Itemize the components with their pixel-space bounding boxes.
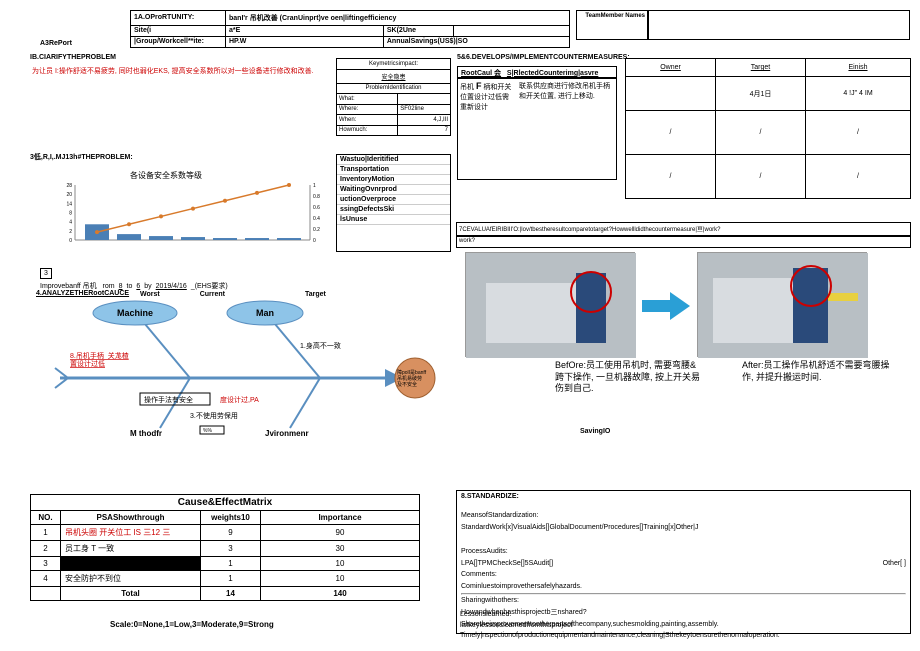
svg-text:1: 1 [313,183,316,189]
svg-text:操作手法有安全: 操作手法有安全 [144,395,193,404]
svg-text:0.8: 0.8 [313,194,320,200]
svg-text:M thodfr: M thodfr [130,429,162,438]
svg-text:置设计过低: 置设计过低 [70,359,105,368]
section-7: 7CEVALUAfEIRIBIII'O:|lov/tbestheresultco… [456,222,911,236]
key-metrics-table: Keymetricsimpact: 安全隐患 ProblemIdentifica… [336,58,451,136]
scale-legend: Scale:0=None,1=Low,3=Moderate,9=Strong [110,620,274,629]
saving-io: SavingIO [580,428,610,435]
header-table: 1A.OProRTUNITY:banI'r 吊机改善 (CranUinprt)v… [130,10,570,48]
before-photo [465,252,635,357]
after-photo [697,252,867,357]
waste-identified: Wastuo|IderitifiedTransportationInventor… [336,154,451,252]
team-members-label: TeamMember Names [576,10,648,40]
section-3-title: 3低,R,I,.MJ13h#THEPROBLEM: [30,152,133,162]
svg-text:28: 28 [66,183,72,189]
svg-text:障polI是banff: 障polI是banff [397,369,427,376]
section-4-title: 4.ANALYZETHERootCAUCE [36,290,129,297]
svg-text:8.吊机手柄_关尨楂: 8.吊机手柄_关尨楂 [70,351,129,360]
svg-text:8: 8 [69,211,72,217]
owner-target-table: OwnerTargetEinish 4月1日4 !J" 4 IM /// /// [625,58,911,199]
svg-text:4: 4 [69,220,72,226]
section-9-body: Lessonslearned: listkeylessonslearnedfro… [456,608,911,644]
safety-chart: 0 2 4 8 14 20 28 0 0.2 0.4 0.6 0.8 1 [50,180,330,250]
svg-text:0.4: 0.4 [313,216,320,222]
svg-text:0: 0 [313,238,316,244]
svg-text:1.身高不一致: 1.身高不一致 [300,341,341,350]
cause-effect-matrix: Cause&EffectMatrix NO.PSAShowthroughweig… [30,494,420,601]
after-text: After:员工操作吊机舒适不需要弯腰操作, 并提升搬运时间. [742,360,892,383]
section-8-title: 8.STANDARDIZE: [456,490,911,508]
fishbone-diagram: Machine Man 8.吊机手柄_关尨楂 置设计过低 1.身高不一致 操作手… [40,298,440,438]
svg-text:度设计过,PA: 度设计过,PA [220,395,259,404]
rootcause-header: RootCaul 会 S|RlectedCounterimg|asvre [457,66,617,78]
svg-text:吊机易破劳: 吊机易破劳 [397,375,422,382]
svg-text:0.6: 0.6 [313,205,320,211]
rootcause-body: 吊机 F 柄和开关位置设计过低需重新设计 联系供应商进行修改吊机手柄和开关位置,… [457,78,617,180]
section-1-body: 为让员 I:操作舒适不易疲劳, 同时也弱化EKS, 提高安全系数所以对一些设备进… [30,64,335,94]
svg-text:20: 20 [66,192,72,198]
svg-text:及不安全: 及不安全 [397,381,417,388]
svg-text:3.不使用劳保用: 3.不使用劳保用 [190,411,238,420]
section-7b: work? [456,236,911,248]
section-5-title: 5&6.DEVELOPS/IMPLEMENTCOUNTERMEASURES: [457,54,630,61]
a3-report-label: A3RePort [40,40,72,47]
svg-text:0.2: 0.2 [313,227,320,233]
svg-text:14: 14 [66,201,72,207]
svg-text:%%: %% [203,428,212,434]
svg-text:Jvironmenr: Jvironmenr [265,429,309,438]
svg-text:0: 0 [69,238,72,244]
svg-text:Man: Man [256,308,274,318]
team-members-box [648,10,910,40]
section-1-title: IB.CIARIFYTHEPROBLEM [30,54,335,61]
svg-text:2: 2 [69,229,72,235]
svg-text:Machine: Machine [117,308,153,318]
arrow-icon [642,292,690,322]
before-text: BefOre:员工使用吊机时, 需要弯腰&跨下操作, 一旦机器故障, 按上开关易… [555,360,705,395]
